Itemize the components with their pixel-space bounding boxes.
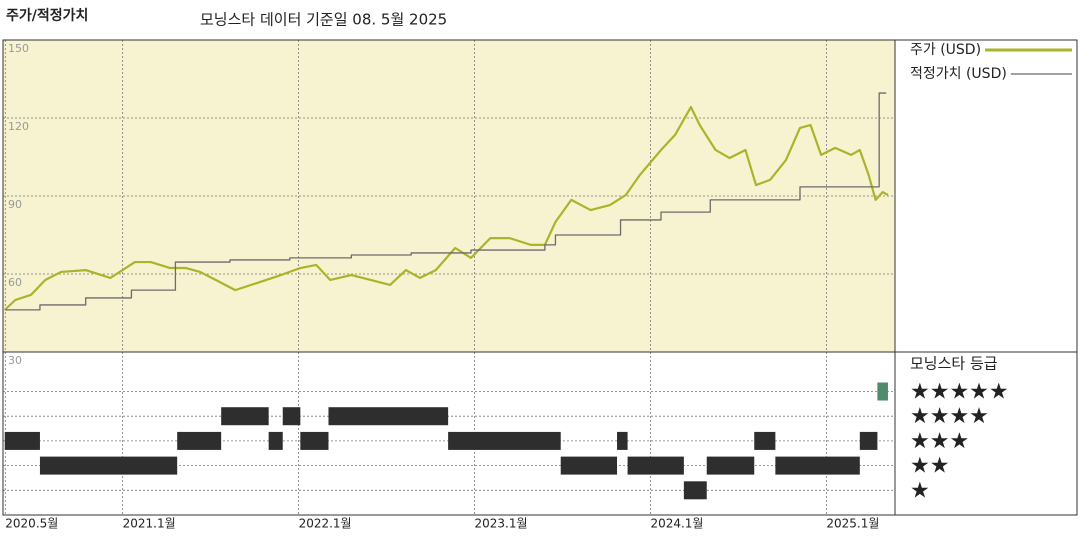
frame xyxy=(2,39,1078,516)
rating-bar xyxy=(282,407,301,426)
x-tick-label: 2023.1월 xyxy=(475,517,528,531)
y-tick-label: 90 xyxy=(8,198,22,211)
rating-bar xyxy=(39,456,178,475)
rating-title: 모닝스타 등급 xyxy=(910,355,998,373)
rating-bar xyxy=(754,431,776,450)
chart-title: 주가/적정가치 xyxy=(6,7,88,24)
rating-bar xyxy=(706,456,755,475)
y-tick-label: ★★ xyxy=(910,454,949,479)
y-tick-label: 60 xyxy=(8,276,22,289)
rating-bar xyxy=(448,431,561,450)
rating-bar xyxy=(268,431,283,450)
x-tick-label: 2020.5월 xyxy=(5,517,58,531)
rating-bar xyxy=(627,456,684,475)
rating-bar xyxy=(177,431,222,450)
series-line xyxy=(4,92,887,311)
rating-bar xyxy=(4,431,40,450)
legend-label: 적정가치 (USD) xyxy=(910,66,1007,82)
y-tick-label: 120 xyxy=(8,120,29,133)
x-tick-label: 2021.1월 xyxy=(123,517,176,531)
rating-bar xyxy=(877,382,888,401)
rating-bar xyxy=(560,456,618,475)
x-tick-label: 2024.1월 xyxy=(650,517,703,531)
legend-label: 주가 (USD) xyxy=(910,42,981,58)
y-tick-label: 150 xyxy=(8,42,29,55)
rating-bar xyxy=(221,407,269,426)
rating-bar xyxy=(300,431,329,450)
rating-bar xyxy=(775,456,860,475)
rating-bar xyxy=(617,431,628,450)
x-tick-label: 2025.1월 xyxy=(826,517,879,531)
y-tick-label: ★★★★★ xyxy=(910,380,1009,405)
y-tick-label: 30 xyxy=(8,354,22,367)
y-tick-label: ★★★ xyxy=(910,429,969,454)
rating-bar xyxy=(859,431,878,450)
y-tick-label: ★ xyxy=(910,478,930,503)
y-tick-label: ★★★★ xyxy=(910,404,989,429)
rating-bar xyxy=(683,481,707,500)
rating-bar xyxy=(328,407,449,426)
x-tick-label: 2022.1월 xyxy=(299,517,352,531)
chart-subtitle: 모닝스타 데이터 기준일 08. 5월 2025 xyxy=(200,11,447,29)
